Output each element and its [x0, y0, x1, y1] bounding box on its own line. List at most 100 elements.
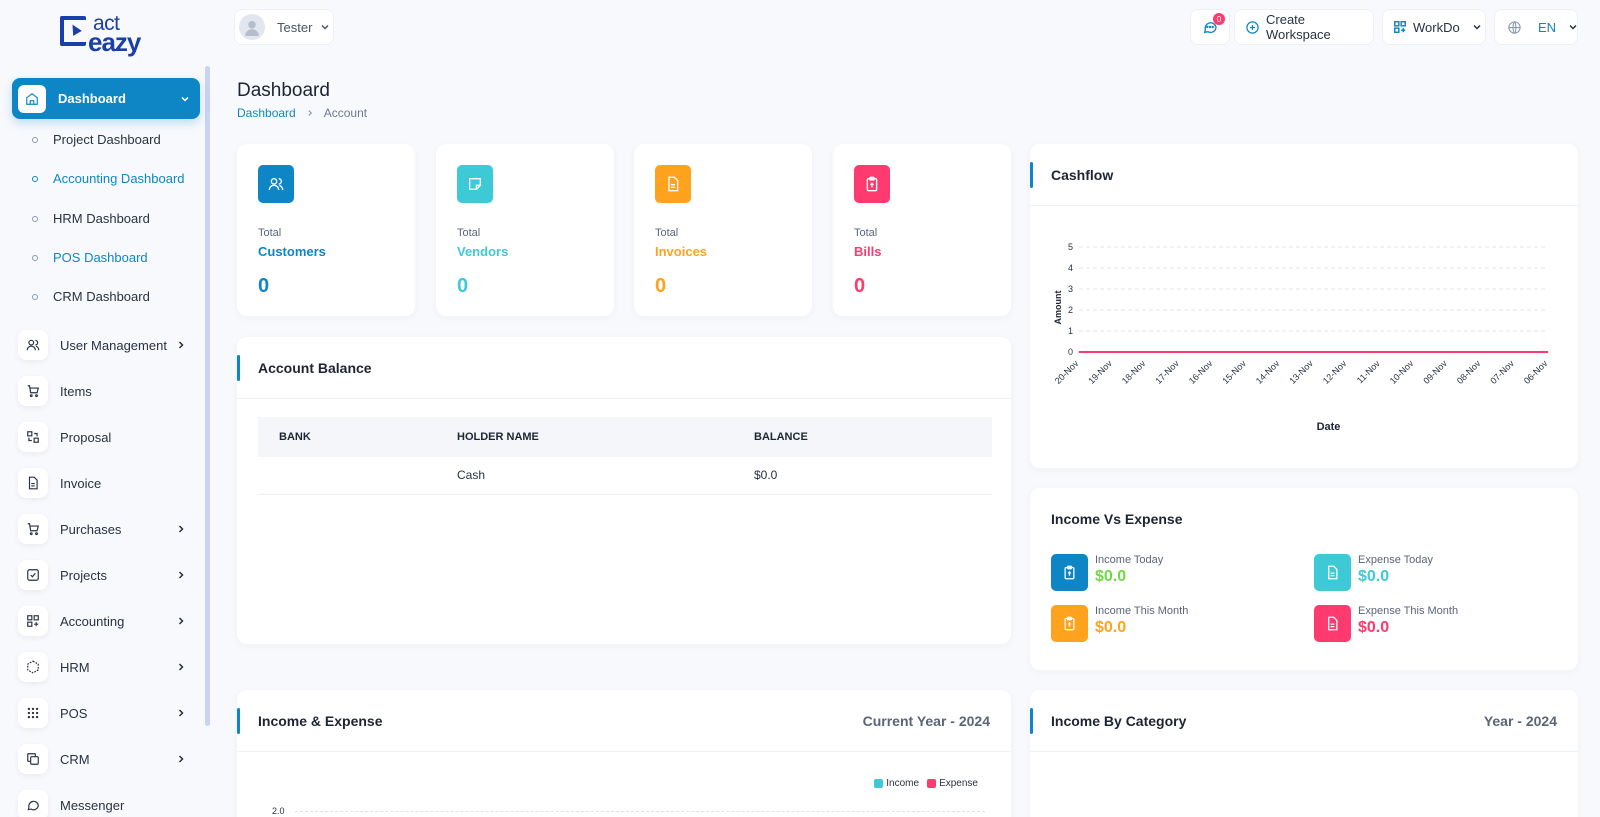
data-point: [1547, 351, 1549, 353]
users-icon: [258, 165, 294, 203]
legend-item-income[interactable]: Income: [874, 778, 919, 789]
income-today: Income Today $0.0: [1051, 554, 1163, 591]
x-tick-label: 12-Nov: [1321, 358, 1349, 386]
data-point: [1212, 351, 1214, 353]
stat-name: Bills: [854, 244, 882, 259]
data-point: [1380, 351, 1381, 353]
expense-this-month: Expense This Month $0.0: [1314, 605, 1458, 642]
message-count-badge: 0: [1213, 13, 1225, 25]
cell-holder-name: Cash: [436, 457, 733, 495]
users-icon: [18, 330, 48, 360]
sidebar-subitem-hrm-dashboard[interactable]: HRM Dashboard: [32, 211, 150, 226]
stat-card-vendors[interactable]: Total Vendors 0: [436, 144, 614, 316]
card-title: Income Vs Expense: [1051, 511, 1183, 527]
chevron-right-icon: [176, 340, 186, 350]
user-name: Tester: [277, 19, 313, 35]
exchange-icon: [18, 422, 48, 452]
stat-value: 0: [655, 275, 667, 297]
stat-name: Vendors: [457, 244, 509, 259]
gridline: [295, 811, 985, 812]
data-point: [1447, 351, 1448, 353]
user-menu-button[interactable]: Tester: [234, 9, 334, 45]
sidebar-item-dashboard[interactable]: Dashboard: [12, 78, 200, 119]
y-tick-label: 2: [1068, 305, 1073, 315]
app-logo[interactable]: act eazy: [60, 13, 156, 55]
chat-icon: [1202, 19, 1218, 35]
chevron-right-icon: [176, 616, 186, 626]
data-point: [1112, 351, 1113, 353]
sidebar-item-label: Dashboard: [58, 91, 126, 106]
sidebar-item-purchases[interactable]: Purchases: [18, 513, 194, 545]
sidebar-scrollbar[interactable]: [205, 66, 210, 726]
messages-button[interactable]: 0: [1190, 9, 1230, 45]
y-tick-label: 3: [1068, 284, 1073, 294]
card-period: Year - 2024: [1483, 712, 1557, 729]
chevron-right-icon: [176, 524, 186, 534]
data-point: [1246, 351, 1247, 353]
y-axis-label: Amount: [1053, 291, 1063, 325]
cube-icon: [18, 652, 48, 682]
chevron-right-icon: [176, 662, 186, 672]
copy-icon: [18, 744, 48, 774]
sidebar-item-projects[interactable]: Projects: [18, 559, 194, 591]
y-tick-label: 5: [1068, 242, 1073, 252]
data-point: [1346, 351, 1348, 353]
breadcrumb-current: Account: [323, 106, 368, 120]
note-icon: [457, 165, 493, 203]
language-selector[interactable]: EN: [1494, 9, 1578, 45]
sidebar-subitem-accounting-dashboard[interactable]: Accounting Dashboard: [32, 171, 185, 186]
sidebar-item-hrm[interactable]: HRM: [18, 651, 194, 683]
create-workspace-button[interactable]: Create Workspace: [1234, 9, 1374, 45]
sidebar: act eazy Dashboard Project Dashboard Acc…: [0, 0, 210, 817]
y-tick-label: 4: [1068, 263, 1073, 273]
x-tick-label: 19-Nov: [1086, 358, 1114, 386]
chevron-right-icon: [176, 570, 186, 580]
x-tick-label: 13-Nov: [1287, 358, 1315, 386]
stat-value: 0: [258, 275, 270, 297]
stat-card-bills[interactable]: Total Bills 0: [833, 144, 1011, 316]
x-axis-label: Date: [1317, 421, 1341, 433]
x-tick-label: 15-Nov: [1220, 358, 1248, 386]
clipboard-icon: [854, 165, 890, 203]
breadcrumb-dashboard-link[interactable]: Dashboard: [237, 106, 296, 120]
sidebar-item-items[interactable]: Items: [18, 375, 194, 407]
x-tick-label: 14-Nov: [1254, 358, 1282, 386]
workspace-selector[interactable]: WorkDo: [1382, 9, 1486, 45]
card-title: Income By Category: [1051, 712, 1187, 729]
grid-icon: [18, 606, 48, 636]
sidebar-item-proposal[interactable]: Proposal: [18, 421, 194, 453]
sidebar-item-invoice[interactable]: Invoice: [18, 467, 194, 499]
chevron-right-icon: [306, 109, 314, 117]
grid-icon: [1393, 20, 1407, 34]
x-tick-label: 11-Nov: [1355, 358, 1382, 385]
stat-card-invoices[interactable]: Total Invoices 0: [634, 144, 812, 316]
sidebar-item-crm[interactable]: CRM: [18, 743, 194, 775]
cashflow-card: Cashflow 0 1 2 3 4 5 20-Nov 19-Nov 18-Nov 17-Nov 1…: [1030, 144, 1578, 468]
x-tick-label: 18-Nov: [1120, 358, 1148, 386]
chat-icon: [18, 790, 48, 817]
sidebar-item-messenger[interactable]: Messenger: [18, 789, 194, 817]
clipboard-icon: [1051, 554, 1088, 591]
account-balance-table: BANK HOLDER NAME BALANCE Cash $0.0: [258, 417, 992, 495]
file-icon: [18, 468, 48, 498]
cashflow-chart: 0 1 2 3 4 5 20-Nov 19-Nov 18-Nov 17-Nov 16-Nov 15-N…: [1053, 242, 1550, 433]
sidebar-item-pos[interactable]: POS: [18, 697, 194, 729]
income-by-category-card: Income By Category Year - 2024: [1030, 690, 1578, 817]
data-point: [1078, 351, 1080, 353]
sidebar-subitem-pos-dashboard[interactable]: POS Dashboard: [32, 250, 148, 265]
plus-circle-icon: [1245, 20, 1260, 35]
file-icon: [1314, 554, 1351, 591]
cell-bank: [258, 457, 436, 495]
sidebar-item-accounting[interactable]: Accounting: [18, 605, 194, 637]
data-point: [1413, 351, 1415, 353]
sidebar-item-user-management[interactable]: User Management: [18, 329, 194, 361]
sidebar-subitem-crm-dashboard[interactable]: CRM Dashboard: [32, 289, 150, 304]
legend-item-expense[interactable]: Expense: [927, 778, 978, 789]
card-title: Cashflow: [1051, 166, 1114, 183]
sidebar-subitem-project-dashboard[interactable]: Project Dashboard: [32, 132, 161, 147]
stat-card-customers[interactable]: Total Customers 0: [237, 144, 415, 316]
data-point: [1480, 351, 1482, 353]
avatar: [239, 14, 265, 40]
data-point: [1279, 351, 1281, 353]
x-tick-label: 08-Nov: [1455, 358, 1483, 386]
